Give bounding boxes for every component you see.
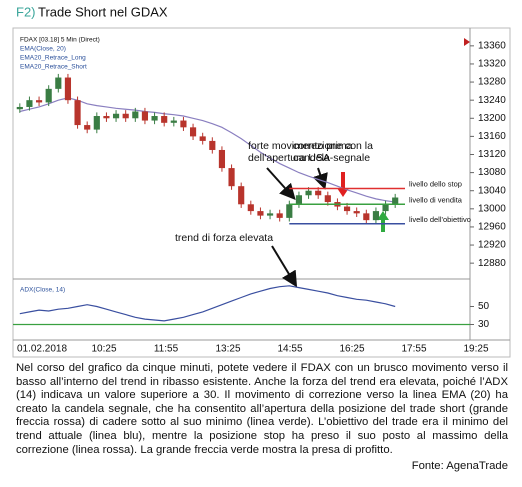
level-label: livello dell'obiettivo — [409, 215, 471, 224]
candle-body — [55, 77, 62, 89]
candle-body — [343, 206, 351, 212]
ema-line — [19, 97, 396, 203]
y-tick-label: 13000 — [478, 203, 506, 214]
y-tick-label: 12920 — [478, 240, 506, 251]
y-tick-label: 50 — [478, 301, 490, 312]
y-tick-label: 13360 — [478, 40, 506, 51]
candle-body — [353, 211, 360, 214]
candle-body — [132, 111, 139, 119]
candle-body — [16, 106, 23, 110]
arrow — [271, 245, 298, 288]
candle-body — [257, 211, 264, 216]
legend-entry: FDAX [03.18] 5 Min (Direct) — [20, 37, 100, 44]
candle-body — [84, 125, 91, 130]
y-tick-label: 13040 — [478, 185, 506, 196]
candle-body — [209, 140, 216, 150]
candle-body — [305, 190, 312, 196]
candle-body — [286, 204, 293, 218]
annotation: correzione con la candela-segnale — [293, 140, 373, 164]
candle-body — [45, 88, 52, 103]
arrow — [312, 167, 328, 190]
legend-entry: EMA20_Retrace_Long — [20, 55, 86, 62]
y-tick-label: 30 — [478, 319, 490, 330]
candle-body — [26, 100, 33, 107]
x-tick-label: 11:55 — [154, 344, 179, 355]
marker-icon — [464, 38, 470, 46]
candle-body — [238, 186, 245, 205]
candle-body — [161, 116, 168, 123]
candle-body — [93, 116, 100, 130]
candle-body — [295, 195, 303, 205]
figure-label: F2) — [16, 4, 36, 19]
candle-body — [112, 113, 120, 119]
legend-entry: EMA(Close, 20) — [20, 46, 66, 53]
signal-arrow — [337, 172, 349, 197]
candle-body — [324, 195, 331, 203]
candle-body — [276, 213, 283, 218]
chart: F2) Trade Short nel GDAX FDAX [03.18] 5 … — [12, 4, 511, 358]
candle-body — [266, 213, 274, 216]
y-tick-label: 12960 — [478, 222, 506, 233]
candle-body — [151, 116, 158, 121]
candle-body — [35, 100, 43, 103]
x-tick-label: 14:55 — [277, 344, 302, 355]
annotation: trend di forza elevata — [175, 232, 273, 244]
candle-body — [122, 113, 129, 119]
profit-arrow — [377, 211, 389, 232]
candle-body — [247, 204, 254, 212]
candle-body — [218, 149, 226, 169]
candle-body — [363, 213, 370, 221]
adx-line — [19, 285, 396, 322]
caption: Nel corso del grafico da cinque minuti, … — [16, 362, 508, 456]
x-tick-label: 10:25 — [91, 344, 116, 355]
candle-body — [170, 120, 177, 123]
candle-body — [103, 116, 110, 119]
annotation: forte movimento prima dell'apertura USA — [248, 140, 355, 164]
x-tick-label: 19:25 — [463, 344, 488, 355]
candle-body — [180, 120, 187, 128]
candle-body — [141, 111, 149, 121]
x-tick-label: 17:55 — [401, 344, 426, 355]
source: Fonte: AgenaTrade — [411, 460, 508, 472]
frame — [12, 27, 511, 358]
candle-body — [392, 197, 399, 205]
candle-body — [228, 168, 235, 187]
figure-title: Trade Short nel GDAX — [38, 4, 168, 19]
candle-body — [74, 100, 81, 126]
candle-body — [382, 204, 389, 212]
level-label: livello dello stop — [409, 179, 462, 188]
x-tick-label: 13:25 — [215, 344, 240, 355]
candle-body — [372, 211, 380, 221]
level-label: livello di vendita — [409, 195, 463, 204]
x-tick-label: 01.02.2018 — [17, 344, 67, 355]
y-tick-label: 13240 — [478, 95, 506, 106]
x-tick-label: 16:25 — [339, 344, 364, 355]
y-tick-label: 13080 — [478, 167, 506, 178]
legend-entry: EMA20_Retrace_Short — [20, 64, 87, 71]
panel-title: ADX(Close, 14) — [20, 287, 65, 294]
candle-body — [64, 77, 72, 101]
arrow — [266, 167, 296, 200]
candle-body — [189, 127, 197, 137]
candle-body — [199, 136, 206, 141]
y-tick-label: 13280 — [478, 77, 506, 88]
y-tick-label: 13200 — [478, 113, 506, 124]
y-tick-label: 13160 — [478, 131, 506, 142]
y-tick-label: 12880 — [478, 258, 506, 269]
y-tick-label: 13120 — [478, 149, 506, 160]
candle-body — [315, 190, 322, 196]
y-tick-label: 13320 — [478, 59, 506, 70]
